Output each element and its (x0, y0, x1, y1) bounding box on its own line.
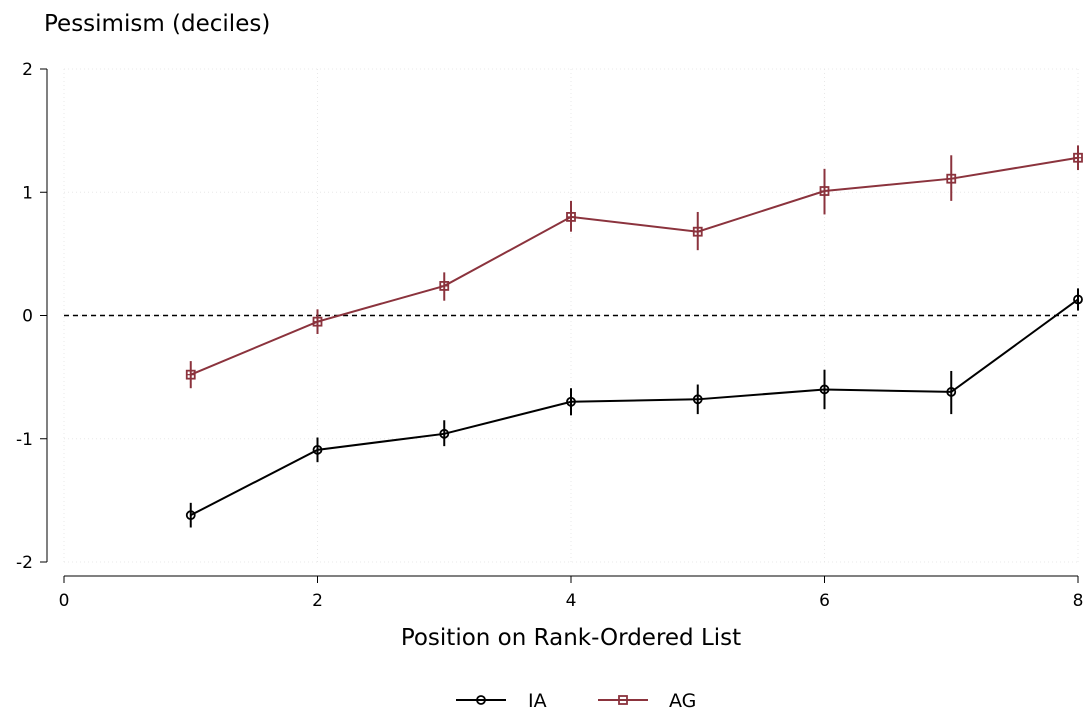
series-line-ag (190, 156, 1079, 376)
x-tick-label: 6 (819, 591, 830, 611)
legend-marker (476, 695, 486, 705)
y-tick-label: -2 (16, 553, 33, 573)
x-axis-title: Position on Rank-Ordered List (401, 625, 741, 651)
legend-label: IA (528, 690, 547, 712)
data-point (185, 369, 196, 380)
data-point (312, 444, 323, 455)
y-tick-label: 0 (22, 307, 33, 327)
legend-label: AG (669, 690, 696, 712)
data-point (946, 387, 957, 397)
data-point (946, 173, 957, 184)
data-point (692, 394, 703, 405)
series-group (185, 145, 1083, 528)
x-tick-label: 4 (566, 591, 577, 611)
legend-item-ia: IA (456, 690, 547, 712)
y-tick-label: -1 (16, 430, 33, 450)
legend-item-ag: AG (598, 690, 696, 712)
data-point (1073, 152, 1083, 163)
series-ag (185, 145, 1083, 389)
y-tick-label: 1 (22, 183, 33, 203)
data-point (692, 226, 703, 237)
y-tick-label: 2 (22, 60, 33, 80)
data-point (439, 281, 450, 291)
data-point (439, 428, 450, 439)
x-tick-label: 0 (59, 591, 70, 611)
series-line-ia (190, 298, 1079, 517)
legend: IA AG (456, 690, 696, 712)
data-point (185, 510, 196, 521)
series-ia (185, 288, 1083, 528)
x-tick-label: 2 (312, 591, 323, 611)
x-tick-label: 8 (1073, 591, 1084, 611)
legend-marker (618, 695, 628, 705)
data-point (1073, 294, 1083, 305)
data-point (819, 384, 830, 395)
y-axis-title: Pessimism (deciles) (44, 11, 270, 37)
data-point (312, 316, 323, 327)
data-point (566, 211, 576, 222)
gridlines (63, 68, 1079, 563)
data-point (566, 396, 576, 407)
data-point (819, 186, 830, 196)
axes: -2 -1 0 1 2 0 2 4 6 8 (16, 60, 1083, 611)
